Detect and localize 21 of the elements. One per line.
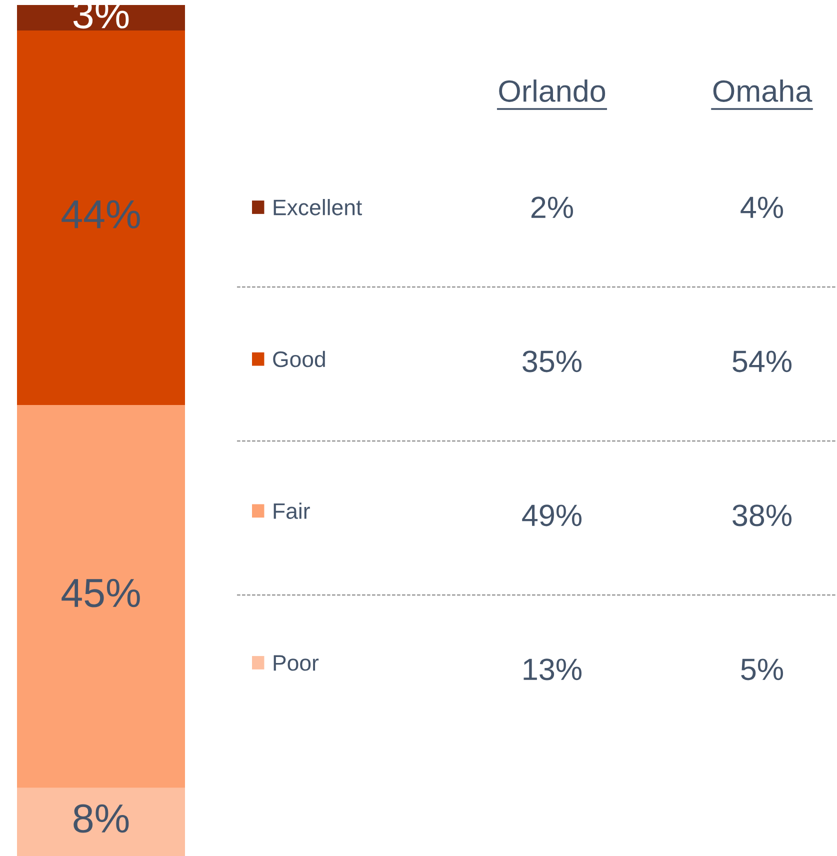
bar <box>17 788 185 856</box>
data-label: 44% <box>62 200 140 228</box>
legend-label: Poor <box>274 655 319 671</box>
category-label: Orlando <box>499 80 606 102</box>
legend-label: Good <box>273 350 325 368</box>
text: 4% <box>740 196 783 218</box>
bar <box>17 404 185 788</box>
text: 35% <box>522 350 582 372</box>
legend-label: Fair <box>274 502 310 519</box>
data-label: 45% <box>62 578 140 608</box>
bar <box>17 30 185 405</box>
text: 13% <box>524 658 582 680</box>
text: 49% <box>522 504 582 526</box>
text: 2% <box>531 196 573 218</box>
legend-label: Excellent <box>274 199 362 216</box>
text: 54% <box>732 350 792 372</box>
text: 5% <box>741 658 783 680</box>
text: 38% <box>732 504 792 526</box>
data-label: 8% <box>74 804 129 833</box>
bar <box>17 5 185 31</box>
category-label: Omaha <box>713 80 812 102</box>
